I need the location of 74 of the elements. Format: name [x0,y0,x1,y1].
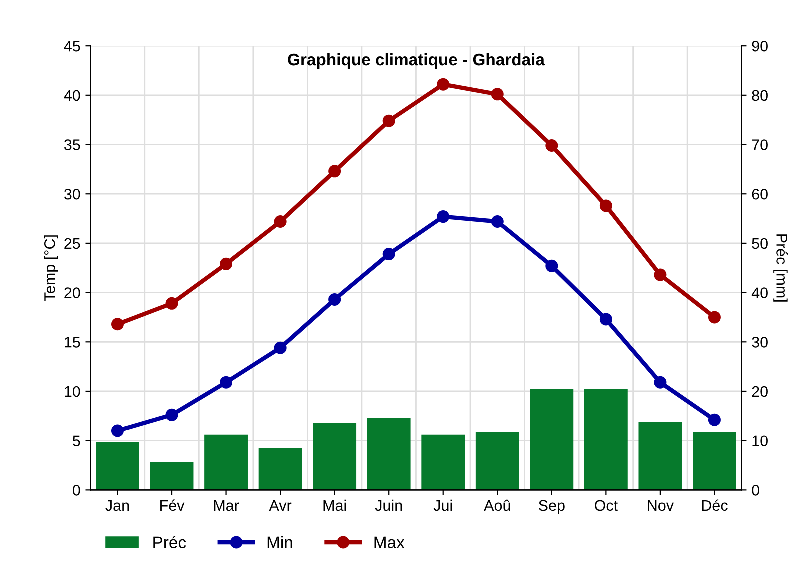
y2-tick-label: 10 [752,436,768,447]
x-tick-label: Sep [539,500,565,514]
point [382,114,396,128]
y2-axis-title: Préc [mm] [774,234,788,302]
point [328,165,342,178]
bar [422,434,466,490]
y-tick-label: 10 [65,386,80,398]
bar [693,432,736,490]
point [437,78,450,91]
point [437,210,450,224]
point [654,376,667,389]
point [708,414,721,426]
point [220,376,233,389]
x-tick-label: Nov [648,500,674,512]
x-tick-label: Jan [106,500,130,512]
bar [530,389,574,490]
point [491,215,504,228]
y2-tick-label: 30 [752,337,768,348]
x-tick-label: Avr [269,500,292,511]
point [166,408,178,422]
y-tick-label: 20 [64,288,80,298]
y-tick-label: 0 [72,485,80,496]
point [382,248,396,261]
y2-tick-label: 80 [752,90,768,102]
x-tick-label: Juin [375,500,402,512]
point [654,268,667,282]
y-tick-label: 30 [64,188,80,200]
y-tick-label: 40 [64,90,80,102]
bar [476,432,520,490]
x-tick-label: Déc [702,500,728,512]
point [274,215,287,228]
point [328,293,342,306]
bar [584,389,628,490]
x-tick-label: Jui [434,500,452,512]
legend-label: Préc [154,536,186,549]
y-axis-title: Temp [°C] [44,236,58,302]
point [111,318,124,331]
y-tick-label: 35 [64,140,80,150]
y-tick-label: 15 [65,337,80,348]
x-tick-label: Oct [595,500,618,512]
bar [313,423,357,490]
point [220,258,233,270]
point [166,297,178,310]
bar [96,442,140,490]
y2-tick-label: 70 [752,140,768,150]
point [546,260,558,272]
y2-tick-label: 40 [752,288,768,298]
bar [150,462,194,490]
chart-title: Graphique climatique - Ghardaia [288,53,546,69]
y2-tick-label: 20 [752,386,768,398]
point [600,313,612,326]
x-tick-label: Aoû [484,500,510,512]
x-tick-label: Fév [160,500,185,512]
y2-tick-label: 60 [752,188,768,200]
legend-label: Min [268,536,292,548]
bar [258,448,302,490]
bar [367,418,411,490]
y-tick-label: 45 [64,41,80,52]
y2-tick-label: 0 [752,485,760,496]
point [708,311,721,324]
point [111,424,124,438]
y-tick-label: 25 [64,238,80,250]
bar [638,422,682,490]
y-tick-label: 5 [73,436,80,447]
point [491,88,504,101]
point [274,342,287,354]
y2-tick-label: 90 [752,40,768,52]
x-tick-label: Mar [214,500,240,512]
point [546,140,558,152]
y2-tick-label: 50 [752,238,768,250]
x-tick-label: Mai [324,500,346,512]
legend-label: Max [374,536,405,549]
point [600,200,612,212]
bar [204,434,248,490]
